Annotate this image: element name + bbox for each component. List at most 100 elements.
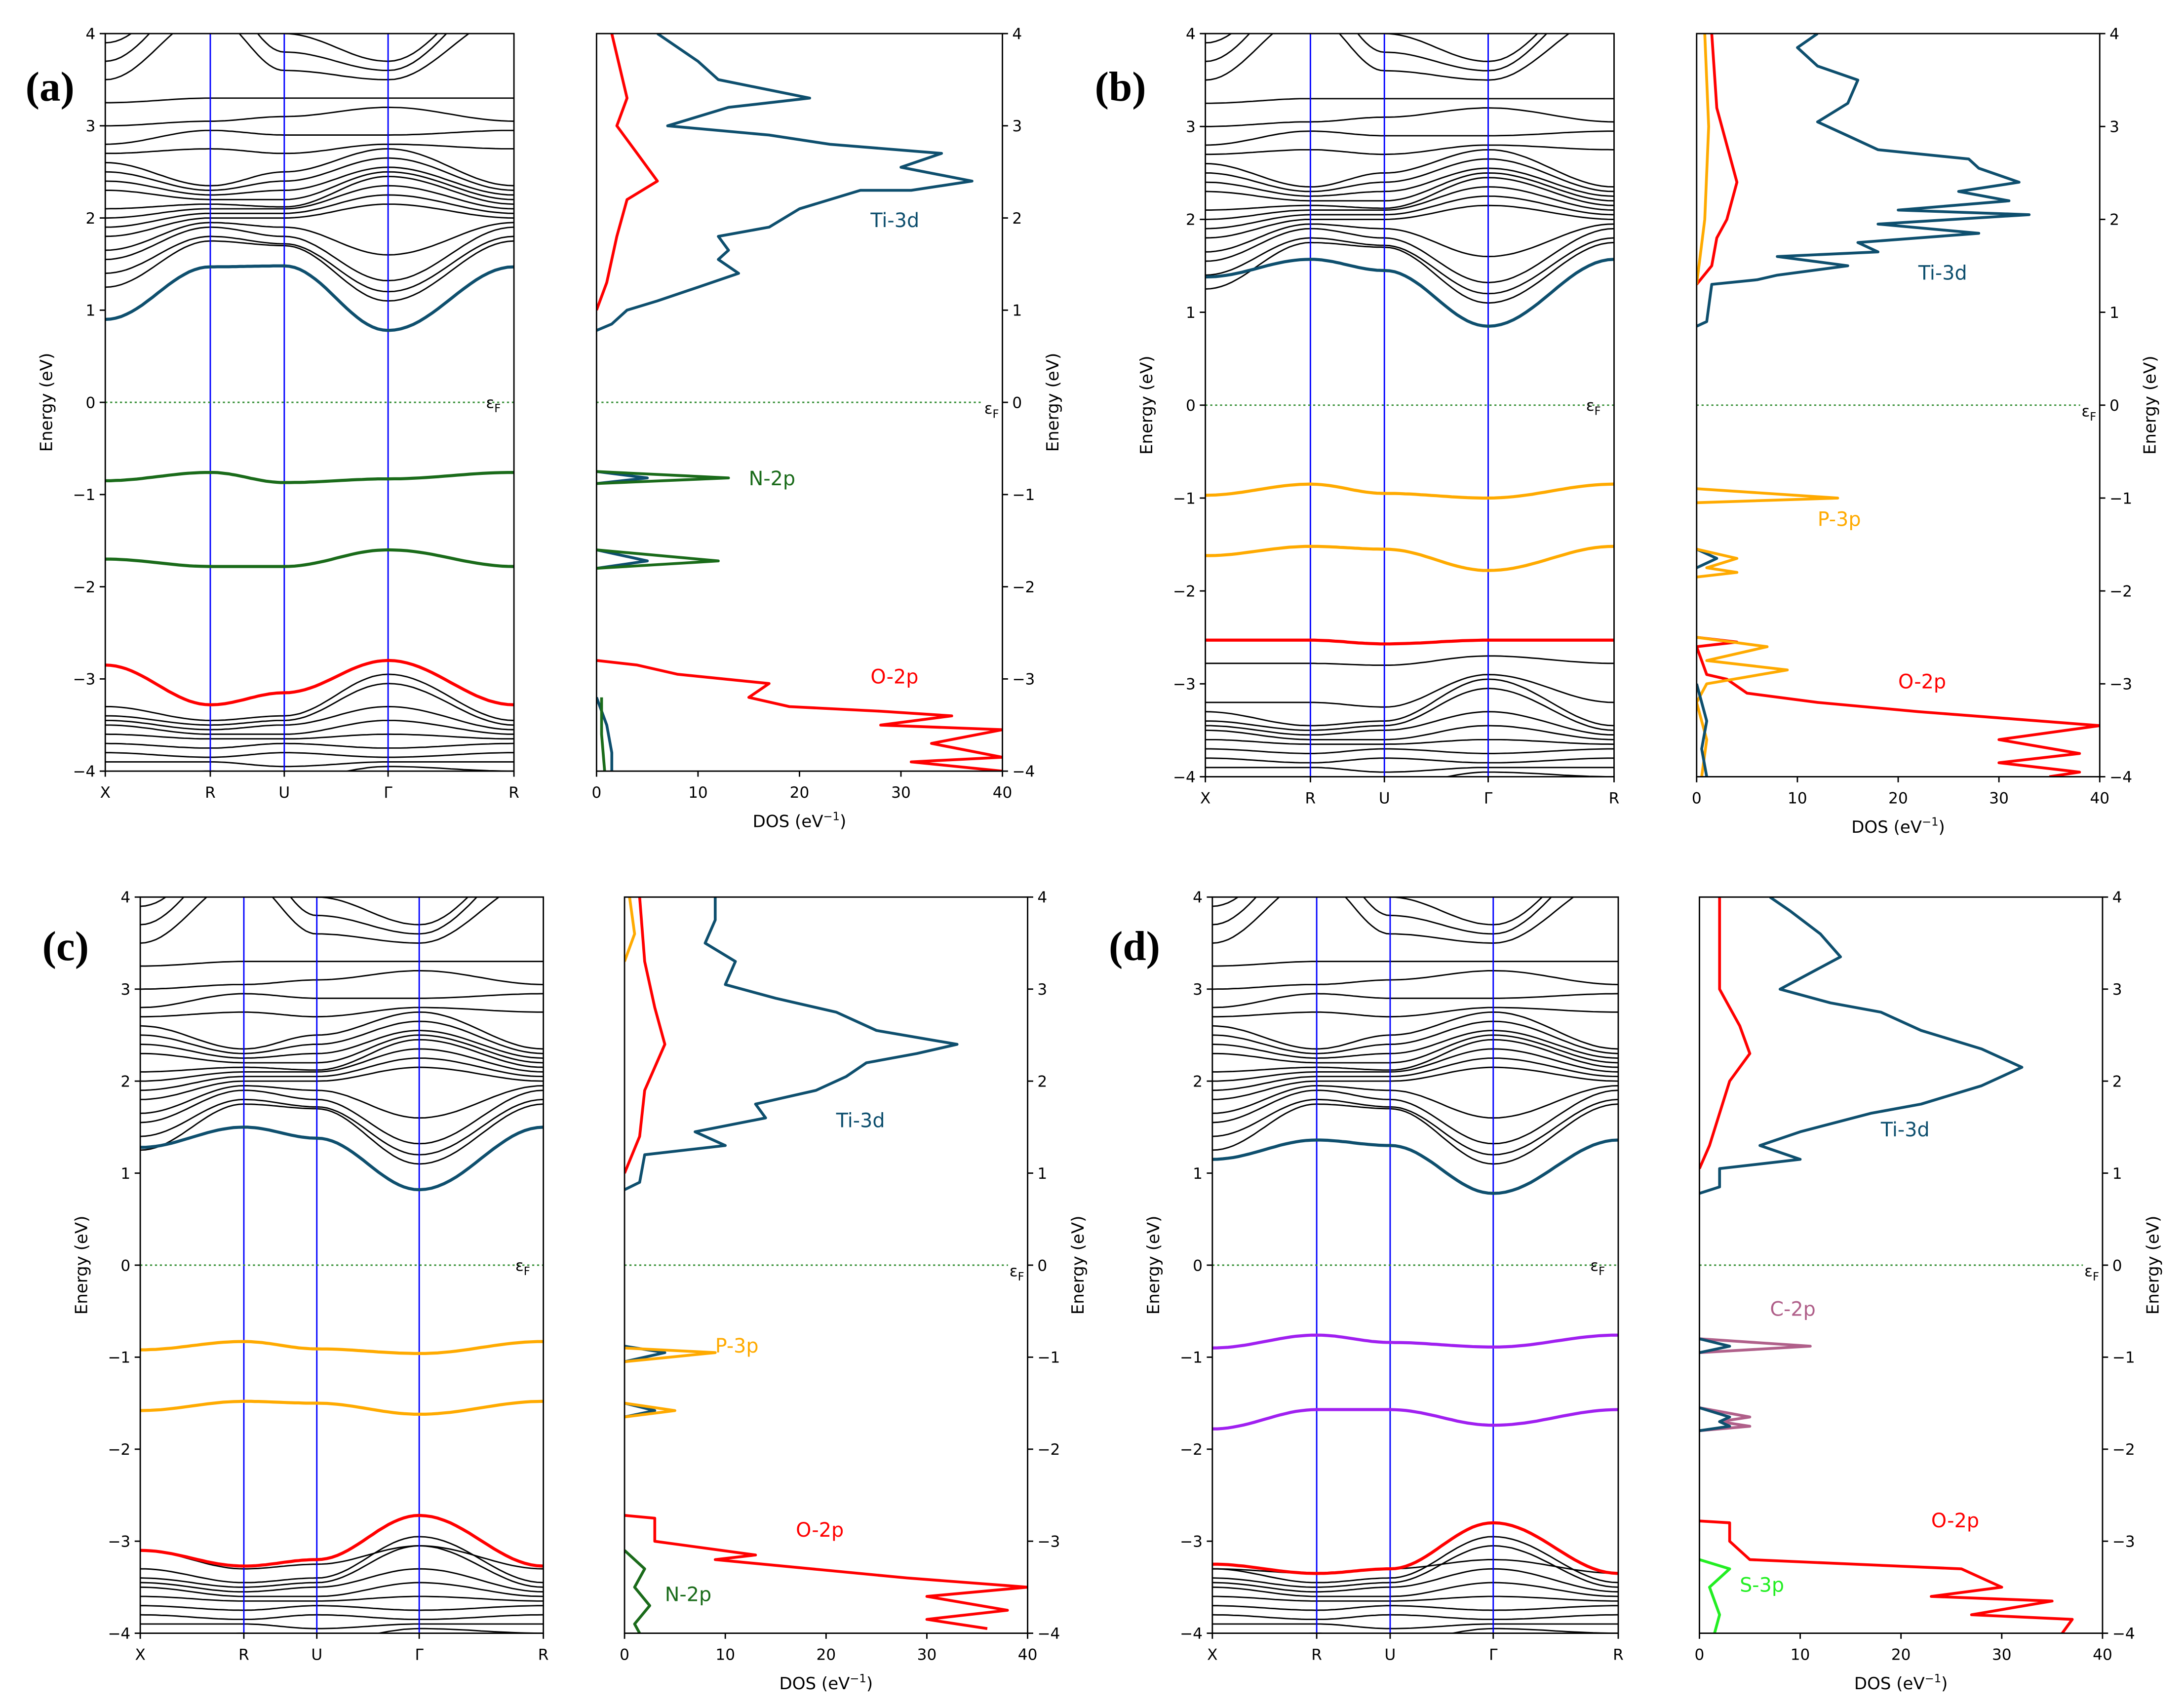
dos-plot xyxy=(596,34,1003,772)
x-tick-label: 40 xyxy=(993,784,1013,802)
band-N-2p xyxy=(105,548,514,568)
y-tick-label: −4 xyxy=(1012,763,1035,780)
host-band-line xyxy=(1212,1614,1619,1620)
y-tick-label: 2 xyxy=(120,1073,130,1090)
y-tick-label: −2 xyxy=(1173,582,1196,600)
host-band-line xyxy=(140,897,469,926)
x-tick-label: 0 xyxy=(591,784,601,802)
host-band-line xyxy=(1205,34,1548,72)
x-axis-label-end: ) xyxy=(866,1674,873,1694)
y-tick-label: −1 xyxy=(1012,486,1035,504)
panel-c: (c) −4 −3 −2 −1 0 1 2 3 4 X R U Γ R Energy (eV) εF −4 −3 −2… xyxy=(42,889,1088,1694)
host-band-line xyxy=(105,129,514,145)
y-tick-label: 1 xyxy=(2109,304,2119,322)
y-tick-label: −4 xyxy=(73,763,95,780)
y-tick-label: −3 xyxy=(1180,1533,1203,1551)
dos-curve-O-2p xyxy=(1696,34,1739,285)
y-tick-label: 4 xyxy=(1186,25,1196,43)
y-tick-label: −2 xyxy=(1037,1441,1060,1459)
species-label-P-3p: P-3p xyxy=(715,1335,759,1357)
band-structure-plot xyxy=(1212,897,1619,1633)
host-band-line xyxy=(105,761,514,768)
y-tick-label: 0 xyxy=(120,1257,130,1275)
panel-a: (a) −4 −3 −2 −1 0 1 2 3 4 X R U Γ R Energy (eV) εF −4 −3 −2… xyxy=(26,25,1063,832)
x-tick-label: 20 xyxy=(1888,789,1908,807)
y-tick-label: 0 xyxy=(1186,397,1196,415)
species-label-O-2p: O-2p xyxy=(1898,671,1946,694)
host-band-line xyxy=(1205,98,1614,104)
species-label-O-2p: O-2p xyxy=(796,1519,844,1542)
host-band-line xyxy=(1298,1628,1619,1633)
y-tick-label: −4 xyxy=(108,1625,130,1643)
y-tick-label: 4 xyxy=(86,25,96,43)
fermi-label: εF xyxy=(2081,402,2096,424)
fermi-label: εF xyxy=(486,394,501,415)
kpoint-label: R xyxy=(238,1646,249,1664)
kpoint-label: U xyxy=(1385,1646,1396,1664)
host-band-line xyxy=(1205,34,1539,62)
y-tick-label: −1 xyxy=(1037,1349,1060,1367)
y-tick-label: 3 xyxy=(120,981,130,999)
y-axis-label: Energy (eV) xyxy=(1144,1216,1164,1315)
y-tick-label: −4 xyxy=(2109,769,2132,786)
y-tick-label: 3 xyxy=(1186,118,1196,136)
species-label-Ti-3d: Ti-3d xyxy=(836,1109,885,1132)
x-tick-label: 40 xyxy=(2090,789,2109,807)
y-tick-label: 0 xyxy=(2112,1257,2122,1275)
y-tick-label: 1 xyxy=(1037,1165,1047,1183)
fermi-label: εF xyxy=(1010,1263,1024,1284)
y-tick-label: 1 xyxy=(120,1165,130,1183)
y-tick-label: −2 xyxy=(1012,579,1035,596)
host-band-line xyxy=(105,34,470,80)
host-band-line xyxy=(1205,674,1614,708)
band-O-2p xyxy=(140,1513,544,1568)
host-band-line xyxy=(1212,897,1553,935)
kpoint-label: U xyxy=(1379,789,1390,807)
kpoint-label: Γ xyxy=(415,1646,424,1664)
x-axis-label: DOS (eV−1) xyxy=(1854,1672,1948,1694)
y-tick-label: 1 xyxy=(2112,1165,2122,1183)
host-band-line xyxy=(140,1034,544,1064)
panel-label: (a) xyxy=(26,64,75,110)
species-label-Ti-3d: Ti-3d xyxy=(1918,262,1967,285)
y-tick-label: −2 xyxy=(73,579,95,596)
x-axis-label-end: ) xyxy=(840,812,846,832)
band-structure-plot xyxy=(140,897,544,1633)
y-tick-label: 1 xyxy=(86,302,96,320)
x-axis-label-end: ) xyxy=(1941,1674,1948,1694)
species-label-Ti-3d: Ti-3d xyxy=(870,209,919,232)
x-axis-label: DOS (eV−1) xyxy=(780,1672,873,1694)
kpoint-label: X xyxy=(1200,789,1210,807)
dos-curve-N-2p xyxy=(600,697,606,772)
kpoint-label: R xyxy=(538,1646,549,1664)
species-label-S-3p: S-3p xyxy=(1740,1574,1784,1597)
y-tick-label: 4 xyxy=(1193,889,1203,907)
host-band-line xyxy=(226,1628,544,1633)
kpoint-label: R xyxy=(1613,1646,1624,1664)
band-Ti-3d xyxy=(1212,1138,1619,1195)
dos-curve-P-3p xyxy=(1696,636,1789,777)
y-tick-label: −2 xyxy=(2112,1441,2135,1459)
y-tick-label: 3 xyxy=(1037,981,1047,999)
host-band-line xyxy=(1205,130,1614,146)
host-band-line xyxy=(105,742,514,749)
y-tick-label: 1 xyxy=(1186,304,1196,322)
y-tick-label: −4 xyxy=(1173,769,1196,786)
band-structure-plot xyxy=(1205,34,1614,777)
x-axis-label: DOS (eV−1) xyxy=(1851,816,1945,837)
host-band-line xyxy=(1212,1011,1619,1050)
panel-label: (b) xyxy=(1095,64,1146,110)
band-axes-frame xyxy=(1205,33,1615,777)
dos-plot xyxy=(624,897,1028,1633)
y-tick-label: −1 xyxy=(1180,1349,1203,1367)
host-band-line xyxy=(140,1007,544,1018)
y-tick-label: 0 xyxy=(1193,1257,1203,1275)
species-label-N-2p: N-2p xyxy=(749,467,795,490)
y-tick-label: −2 xyxy=(1180,1441,1203,1459)
host-band-line xyxy=(192,766,514,772)
host-band-line xyxy=(1212,1595,1619,1602)
dos-curve-Ti-3d xyxy=(624,897,959,1191)
y-axis-label-right: Energy (eV) xyxy=(2141,355,2160,455)
dos-curve-C-2p xyxy=(1699,1337,1812,1354)
